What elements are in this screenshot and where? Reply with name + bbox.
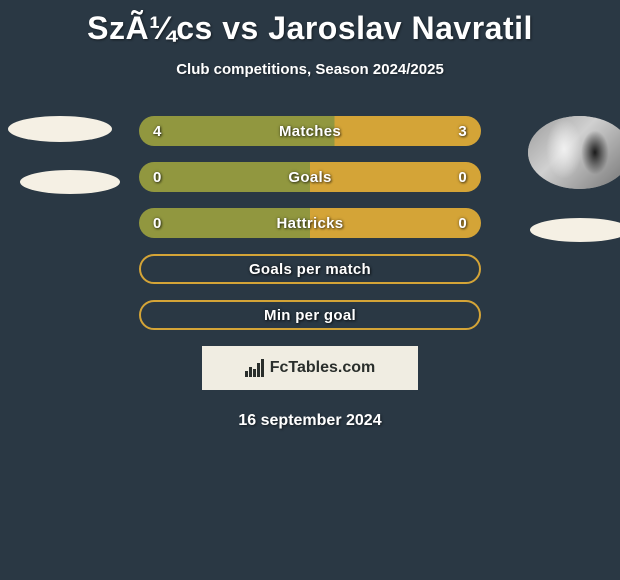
logo-text: FcTables.com <box>270 359 376 377</box>
page-title: SzÃ¼cs vs Jaroslav Navratil <box>0 0 620 47</box>
stat-row-goals: 0 Goals 0 <box>139 162 481 192</box>
stat-label: Hattricks <box>277 215 344 232</box>
stat-left-value: 0 <box>153 215 162 232</box>
date-label: 16 september 2024 <box>0 412 620 430</box>
fctables-logo: FcTables.com <box>202 346 418 390</box>
player-left-avatar <box>8 116 112 142</box>
stat-label: Matches <box>279 123 341 140</box>
subtitle: Club competitions, Season 2024/2025 <box>0 61 620 78</box>
stat-row-min-per-goal: Min per goal <box>139 300 481 330</box>
stat-label: Min per goal <box>264 307 356 324</box>
stat-label: Goals <box>288 169 331 186</box>
stat-rows: 4 Matches 3 0 Goals 0 0 Hattricks 0 Goals per mat… <box>0 116 620 330</box>
player-right-avatar <box>528 116 620 189</box>
player-right-badge <box>530 218 620 242</box>
player-left-badge <box>20 170 120 194</box>
stat-right-value: 0 <box>458 215 467 232</box>
stat-row-matches: 4 Matches 3 <box>139 116 481 146</box>
stat-row-hattricks: 0 Hattricks 0 <box>139 208 481 238</box>
stat-row-goals-per-match: Goals per match <box>139 254 481 284</box>
stat-left-value: 4 <box>153 123 162 140</box>
comparison-panel: 4 Matches 3 0 Goals 0 0 Hattricks 0 Goals per mat… <box>0 116 620 430</box>
stat-right-value: 3 <box>458 123 467 140</box>
stat-label: Goals per match <box>249 261 371 278</box>
stat-left-value: 0 <box>153 169 162 186</box>
player-right-photo <box>528 116 620 189</box>
logo-bars-icon <box>245 359 264 377</box>
stat-right-value: 0 <box>458 169 467 186</box>
